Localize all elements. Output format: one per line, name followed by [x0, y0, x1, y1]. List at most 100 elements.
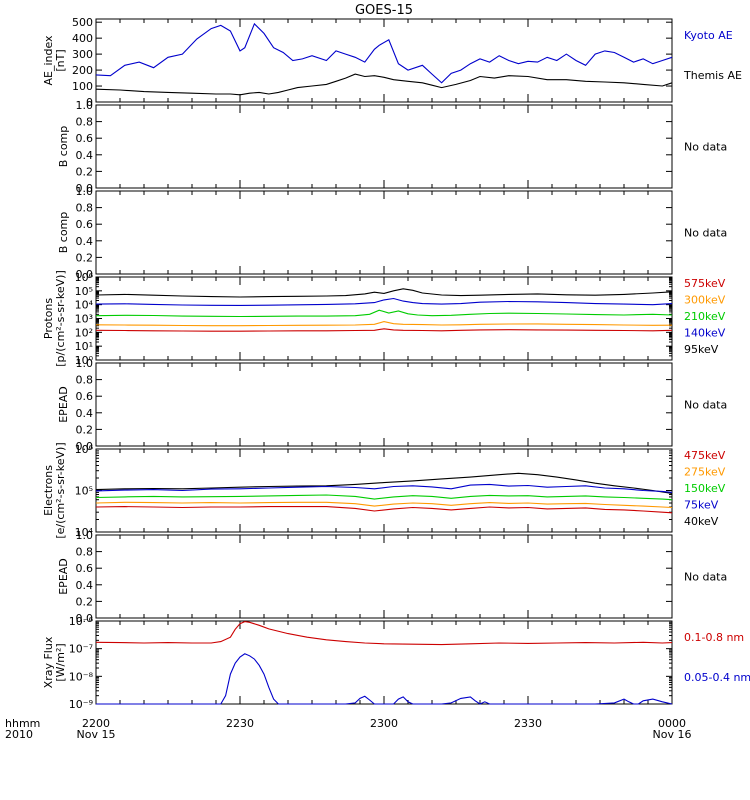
series-line: [95, 501, 673, 509]
legend-entry: 275keV: [684, 466, 726, 479]
y-tick-label: 0.0: [76, 612, 94, 625]
y-tick-label: 100: [72, 80, 93, 93]
y-tick-label: 500: [72, 16, 93, 29]
panel-frame: [95, 104, 673, 189]
series-line: [95, 288, 673, 298]
plot-title: GOES-15: [355, 3, 413, 18]
y-tick-label: 0.8: [76, 546, 94, 559]
panel-6: 10⁴ 10⁵ 10⁶ Electrons[e/(cm²-s-sr-keV)] 475k…: [42, 442, 726, 539]
y-tick-label: 1.0: [76, 529, 94, 542]
y-tick-label: 0.4: [76, 235, 94, 248]
legend-entry: Kyoto AE: [684, 29, 733, 42]
series-line: [95, 321, 673, 327]
legend-entry: 75keV: [684, 499, 719, 512]
legend-entry: 475keV: [684, 449, 726, 462]
y-tick-label: 10⁴: [75, 526, 94, 539]
panel-frame: [95, 620, 673, 705]
y-tick-label: 10⁻⁷: [69, 643, 93, 656]
legend-entry: 95keV: [684, 343, 719, 356]
series-line: [95, 472, 673, 494]
legend-entry: 210keV: [684, 310, 726, 323]
legend-entry: 0.1-0.8 nm: [684, 631, 744, 644]
y-tick-label: 0.2: [76, 165, 94, 178]
y-tick-label: 10⁵: [75, 285, 93, 298]
y-tick-label: 10²: [75, 326, 93, 339]
series-line: [95, 297, 673, 306]
series-line: [95, 22, 673, 84]
series-line: [95, 328, 673, 332]
y-axis-label: AE_index[nT]: [42, 35, 67, 86]
legend-entry: 0.05-0.4 nm: [684, 671, 750, 684]
panel-2: 0.0 0.2 0.4 0.6 0.8 1.0 B comp No data: [57, 99, 727, 195]
y-tick-label: 10³: [75, 313, 93, 326]
panel-frame: [95, 190, 673, 275]
legend-entry: 40keV: [684, 515, 719, 528]
series-line: [95, 73, 673, 96]
y-tick-label: 10⁶: [75, 271, 94, 284]
y-axis-label: EPEAD: [57, 386, 70, 423]
y-tick-label: 0.0: [76, 440, 94, 453]
panel-1: 0 100 200 300 400 500 AE_index[nT] Kyoto AE Them…: [42, 16, 742, 109]
series-line: [95, 483, 673, 493]
no-data-label: No data: [684, 399, 727, 412]
no-data-label: No data: [684, 571, 727, 584]
y-tick-label: 1.0: [76, 185, 94, 198]
y-axis-label: Protons[p/(cm²-s-sr-keV)]: [42, 270, 67, 367]
time-tick-label: 2230: [226, 717, 254, 730]
legend-entry: 575keV: [684, 277, 726, 290]
legend-entry: 300keV: [684, 294, 726, 307]
legend-entry: 150keV: [684, 482, 726, 495]
time-tick-label: 2200: [82, 717, 110, 730]
time-tick-label: 2300: [370, 717, 398, 730]
y-tick-label: 0.2: [76, 423, 94, 436]
y-tick-label: 0.8: [76, 202, 94, 215]
time-axis-row2-label: 2010: [5, 728, 33, 741]
series-line: [95, 621, 673, 646]
y-tick-label: 10¹: [75, 340, 93, 353]
no-data-label: No data: [684, 141, 727, 154]
y-tick-label: 0.6: [76, 390, 94, 403]
y-tick-label: 10⁻⁸: [69, 670, 94, 683]
y-axis-label: EPEAD: [57, 558, 70, 595]
date-tick-label: Nov 15: [77, 728, 116, 741]
y-tick-label: 0.2: [76, 251, 94, 264]
y-tick-label: 0: [86, 96, 93, 109]
series-line: [96, 653, 673, 705]
y-tick-label: 0.4: [76, 149, 94, 162]
y-tick-label: 200: [72, 64, 93, 77]
y-tick-label: 1.0: [76, 99, 94, 112]
y-tick-label: 0.4: [76, 579, 94, 592]
y-tick-label: 0.6: [76, 132, 94, 145]
panel-frame: [95, 362, 673, 447]
no-data-label: No data: [684, 227, 727, 240]
date-tick-label: Nov 16: [653, 728, 692, 741]
panel-5: 0.0 0.2 0.4 0.6 0.8 1.0 EPEAD No data: [57, 357, 727, 453]
y-tick-label: 0.2: [76, 595, 94, 608]
panel-7: 0.0 0.2 0.4 0.6 0.8 1.0 EPEAD No data: [57, 529, 727, 625]
time-tick-label: 2330: [514, 717, 542, 730]
series-line: [95, 506, 673, 514]
panel-frame: [95, 18, 673, 103]
y-tick-label: 1.0: [76, 357, 94, 370]
y-tick-label: 0.6: [76, 218, 94, 231]
y-tick-label: 0.6: [76, 562, 94, 575]
y-tick-label: 0.8: [76, 116, 94, 129]
y-axis-label: B comp: [57, 212, 70, 254]
y-tick-label: 10⁴: [75, 299, 94, 312]
panel-frame: [95, 276, 673, 361]
y-axis-label: Xray Flux[W/m²]: [42, 636, 67, 688]
y-tick-label: 0.0: [76, 268, 94, 281]
y-tick-label: 10⁻⁶: [69, 615, 94, 628]
y-axis-label: B comp: [57, 126, 70, 168]
panel-frame: [95, 534, 673, 619]
y-tick-label: 10⁻⁹: [69, 698, 93, 711]
y-tick-label: 400: [72, 32, 93, 45]
y-tick-label: 0.8: [76, 374, 94, 387]
time-tick-label: 0000: [658, 717, 686, 730]
series-line: [95, 309, 673, 318]
series-line: [95, 494, 673, 501]
panel-3: 0.0 0.2 0.4 0.6 0.8 1.0 B comp No data: [57, 185, 727, 281]
